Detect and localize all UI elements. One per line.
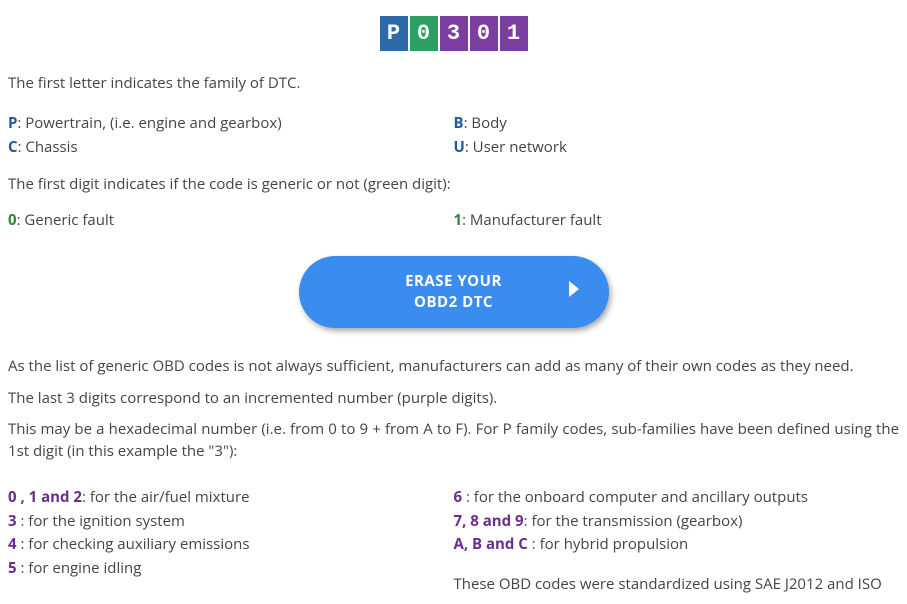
key-line: P: Powertrain, (i.e. engine and gearbox)	[8, 113, 454, 135]
key-line: 4 : for checking auxiliary emissions	[8, 534, 454, 556]
para-1: As the list of generic OBD codes is not …	[8, 356, 899, 378]
key-letter: C	[8, 137, 18, 157]
key-letter: B	[454, 113, 464, 133]
manufacturer-fault-line: 1: Manufacturer fault	[454, 210, 900, 232]
key-letter: 6	[454, 487, 463, 507]
key-line: 5 : for engine idling	[8, 558, 454, 580]
key-line: 6 : for the onboard computer and ancilla…	[454, 487, 900, 509]
key-letter: 5	[8, 558, 17, 578]
code-digit-1: 0	[410, 16, 438, 51]
dtc-code-badge: P0301	[380, 16, 528, 51]
erase-dtc-button[interactable]: ERASE YOUROBD2 DTC	[299, 256, 609, 328]
key-line: U: User network	[454, 137, 900, 159]
chevron-right-icon	[567, 277, 583, 306]
generic-fault-line: 0: Generic fault	[8, 210, 454, 232]
family-keys: P: Powertrain, (i.e. engine and gearbox)…	[8, 113, 899, 161]
footer-note: These OBD codes were standardized using …	[454, 574, 900, 596]
code-digit-4: 1	[500, 16, 528, 51]
key-line: 3 : for the ignition system	[8, 511, 454, 533]
code-digit-2: 3	[440, 16, 468, 51]
para-2: The last 3 digits correspond to an incre…	[8, 388, 899, 410]
intro-text: The first letter indicates the family of…	[8, 73, 899, 95]
key-letter: U	[454, 137, 465, 157]
key-letter: 0 , 1 and 2	[8, 487, 82, 507]
first-digit-keys: 0: Generic fault 1: Manufacturer fault	[8, 210, 899, 234]
key-line: 7, 8 and 9: for the transmission (gearbo…	[454, 511, 900, 533]
digit-0: 0	[8, 210, 17, 230]
key-letter: 3	[8, 511, 17, 531]
code-digit-3: 0	[470, 16, 498, 51]
cta-row: ERASE YOUROBD2 DTC	[8, 256, 899, 328]
code-digit-0: P	[380, 16, 408, 51]
key-letter: P	[8, 113, 17, 133]
first-digit-intro: The first digit indicates if the code is…	[8, 174, 899, 196]
cta-label: ERASE YOUROBD2 DTC	[405, 271, 502, 313]
key-letter: 4	[8, 534, 17, 554]
key-letter: 7, 8 and 9	[454, 511, 524, 531]
para-3: This may be a hexadecimal number (i.e. f…	[8, 419, 899, 463]
key-line: 0 , 1 and 2: for the air/fuel mixture	[8, 487, 454, 509]
key-letter: A, B and C	[454, 534, 528, 554]
key-line: C: Chassis	[8, 137, 454, 159]
key-line: A, B and C : for hybrid propulsion	[454, 534, 900, 556]
key-line: B: Body	[454, 113, 900, 135]
digit-1: 1	[454, 210, 463, 230]
subfamily-keys: 0 , 1 and 2: for the air/fuel mixture3 :…	[8, 487, 899, 596]
dtc-code-badge-row: P0301	[8, 16, 899, 51]
